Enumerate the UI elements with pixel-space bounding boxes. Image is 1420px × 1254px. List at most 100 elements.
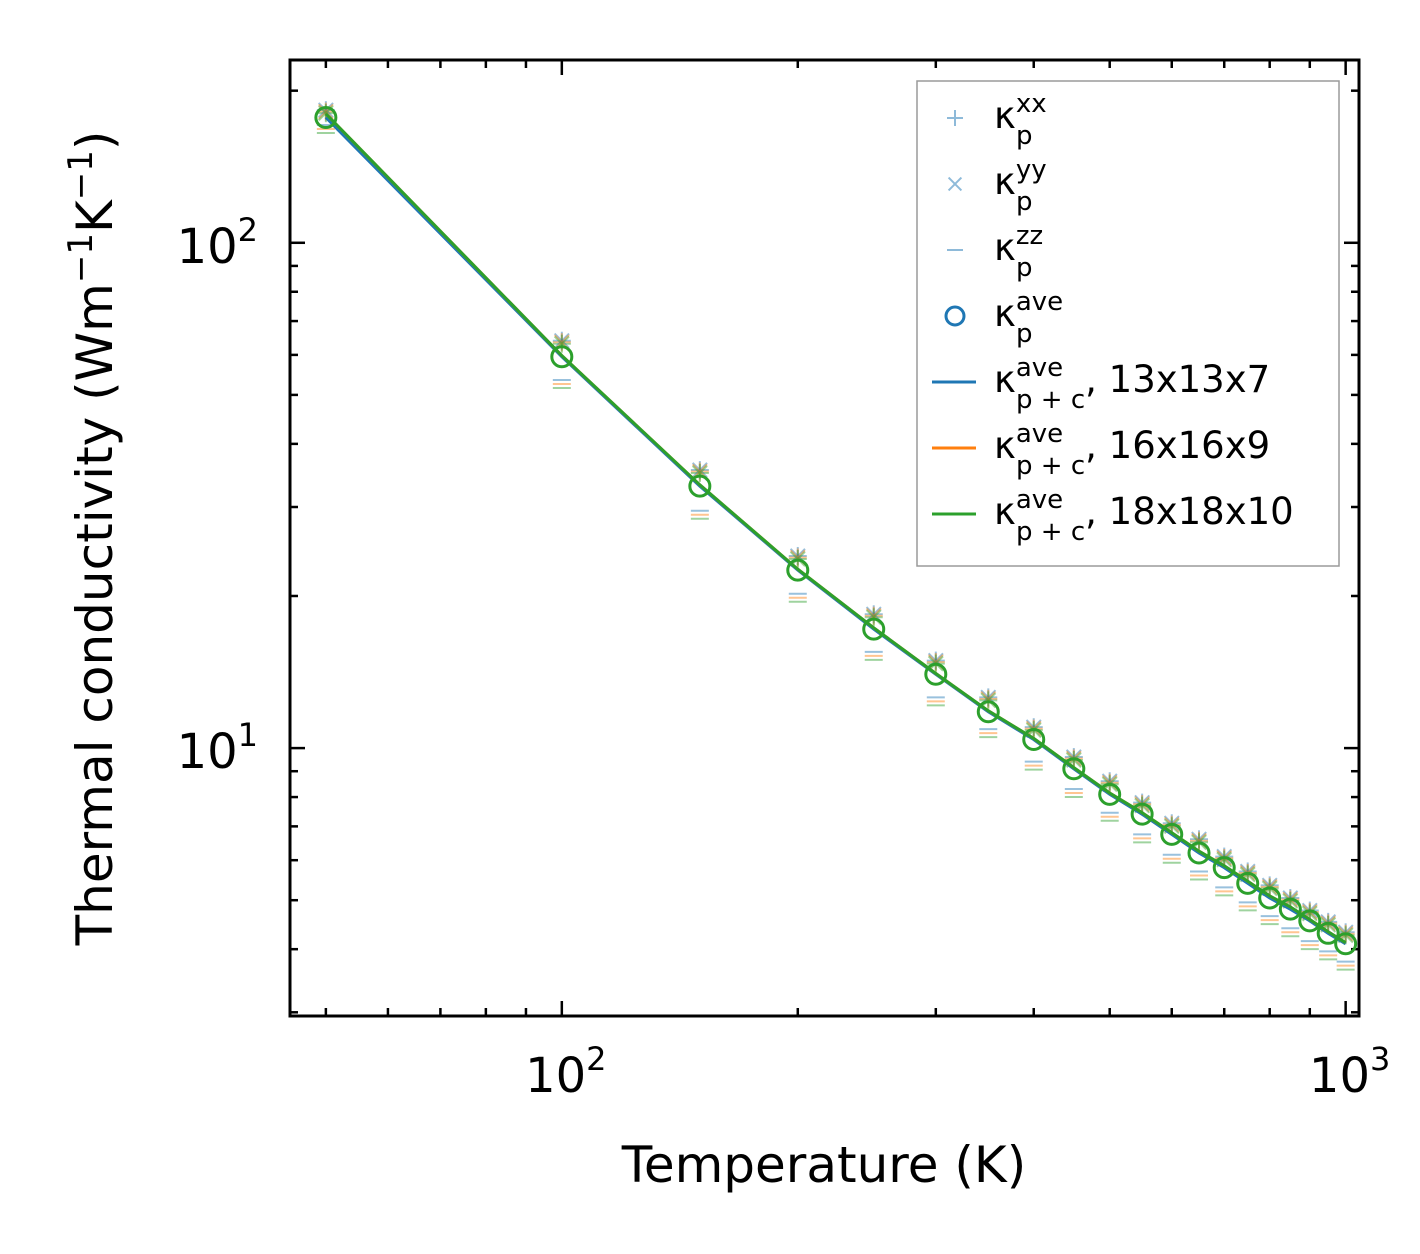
marker-kave <box>1298 909 1322 933</box>
legend-subscript: p <box>1016 319 1033 349</box>
legend-label: κave p + c, 16x16x9 <box>994 419 1270 481</box>
legend-subscript: p + c <box>1016 517 1085 547</box>
legend-subscript: p + c <box>1016 385 1085 415</box>
x-tick-label: 102 <box>525 1040 606 1104</box>
marker-kave <box>314 105 338 129</box>
marker-kyy <box>1134 794 1151 811</box>
marker-kyy <box>317 103 334 120</box>
marker-kave <box>1130 802 1154 826</box>
marker-kave <box>786 558 810 582</box>
y-axis-label-mid: K <box>66 199 124 233</box>
marker-kyy <box>865 609 882 626</box>
legend-label: κave p + c, 18x18x10 <box>994 485 1294 547</box>
marker-kave <box>1258 886 1282 910</box>
marker-kxx <box>979 688 998 707</box>
marker-kyy-d2 <box>317 103 334 120</box>
legend-marker <box>947 176 963 192</box>
marker-kxx <box>1133 793 1152 812</box>
marker-kyy-d1 <box>1337 927 1354 944</box>
marker-kave <box>1098 782 1122 806</box>
marker-kyy-d1 <box>1320 916 1337 933</box>
legend-subscript: p <box>1016 121 1033 151</box>
legend-subscript: p <box>1016 187 1033 217</box>
marker-kave <box>550 345 574 369</box>
legend-superscript: xx <box>1016 89 1047 119</box>
y-axis-label-exp1: −1 <box>61 233 101 283</box>
legend-superscript: ave <box>1016 353 1063 383</box>
marker-kave <box>1160 822 1184 846</box>
marker-kxx <box>788 546 807 565</box>
marker-kxx <box>788 548 807 567</box>
marker-kave <box>862 617 886 641</box>
marker-kxx <box>864 606 883 625</box>
marker-kyy <box>553 332 570 349</box>
marker-kyy-d1 <box>1301 905 1318 922</box>
legend-mesh: , 16x16x9 <box>1085 424 1270 467</box>
marker-kyy-d2 <box>1101 774 1118 791</box>
marker-kave <box>1278 897 1302 921</box>
marker-kxx <box>1190 831 1209 850</box>
legend-box <box>916 80 1340 567</box>
legend-label: κxx p <box>994 89 1047 151</box>
marker-kyy-d1 <box>317 103 334 120</box>
legend-kappa: κ <box>994 94 1016 137</box>
marker-kave <box>1212 856 1236 880</box>
legend-kappa: κ <box>994 160 1016 203</box>
marker-kyy-d1 <box>865 609 882 626</box>
legend-label: κave p + c, 13x13x7 <box>994 353 1270 415</box>
series-lines <box>314 105 1358 956</box>
marker-kxx <box>1190 830 1209 849</box>
legend-marker-d2 <box>947 176 963 192</box>
marker-kave <box>1022 727 1046 751</box>
marker-kxx <box>926 653 945 672</box>
marker-kxx <box>1238 862 1257 881</box>
marker-kxx <box>1024 718 1043 737</box>
y-tick-label: 101 <box>177 716 258 780</box>
legend-superscript: yy <box>1016 155 1047 185</box>
x-tick-label-exp: 2 <box>586 1040 606 1078</box>
marker-kyy-d1 <box>1134 794 1151 811</box>
marker-kyy <box>691 462 708 478</box>
series-line-18x18x10 <box>324 112 1347 944</box>
legend-marker <box>944 305 966 327</box>
marker-kyy <box>1065 749 1082 765</box>
marker-kyy-d2 <box>553 332 570 349</box>
marker-kxx <box>690 464 709 483</box>
marker-kave <box>1236 871 1260 895</box>
marker-kxx <box>552 333 571 352</box>
marker-kyy-d1 <box>1282 893 1299 909</box>
marker-kyy-d1 <box>1101 774 1118 791</box>
marker-kave <box>1316 921 1340 945</box>
y-tick-label-exp: 1 <box>238 716 258 754</box>
y-tick-label-base: 10 <box>177 219 238 275</box>
marker-kxx <box>926 651 945 670</box>
legend-mesh: , 13x13x7 <box>1085 358 1270 401</box>
marker-kave <box>976 700 1000 724</box>
marker-kyy-d1 <box>691 462 708 478</box>
marker-kyy-d1 <box>1216 851 1233 868</box>
y-axis-label-end: ) <box>66 131 124 151</box>
legend-kappa: κ <box>994 358 1016 401</box>
marker-kave <box>924 662 948 686</box>
legend-superscript: ave <box>1016 485 1063 515</box>
x-tick-label-exp: 3 <box>1370 1040 1390 1078</box>
legend-subscript: p + c <box>1016 451 1085 481</box>
marker-kxx <box>552 334 571 353</box>
legend-label: κyy p <box>994 155 1047 217</box>
marker-kyy <box>1101 774 1118 791</box>
marker-kyy-d2 <box>691 462 708 478</box>
x-tick-label-base: 10 <box>525 1048 586 1104</box>
marker-kyy-d2 <box>1134 794 1151 811</box>
x-tick-label-base: 10 <box>1309 1048 1370 1104</box>
marker-kxx <box>1100 772 1119 791</box>
marker-kyy-d2 <box>1065 749 1082 765</box>
legend-superscript: ave <box>1016 287 1063 317</box>
marker-kxx <box>1100 773 1119 792</box>
marker-kyy-d2 <box>317 102 334 119</box>
marker-kxx <box>864 608 883 627</box>
marker-kxx <box>1064 748 1083 767</box>
y-axis-label-exp2: −1 <box>61 150 101 200</box>
legend-mesh: , 18x18x10 <box>1085 490 1294 533</box>
